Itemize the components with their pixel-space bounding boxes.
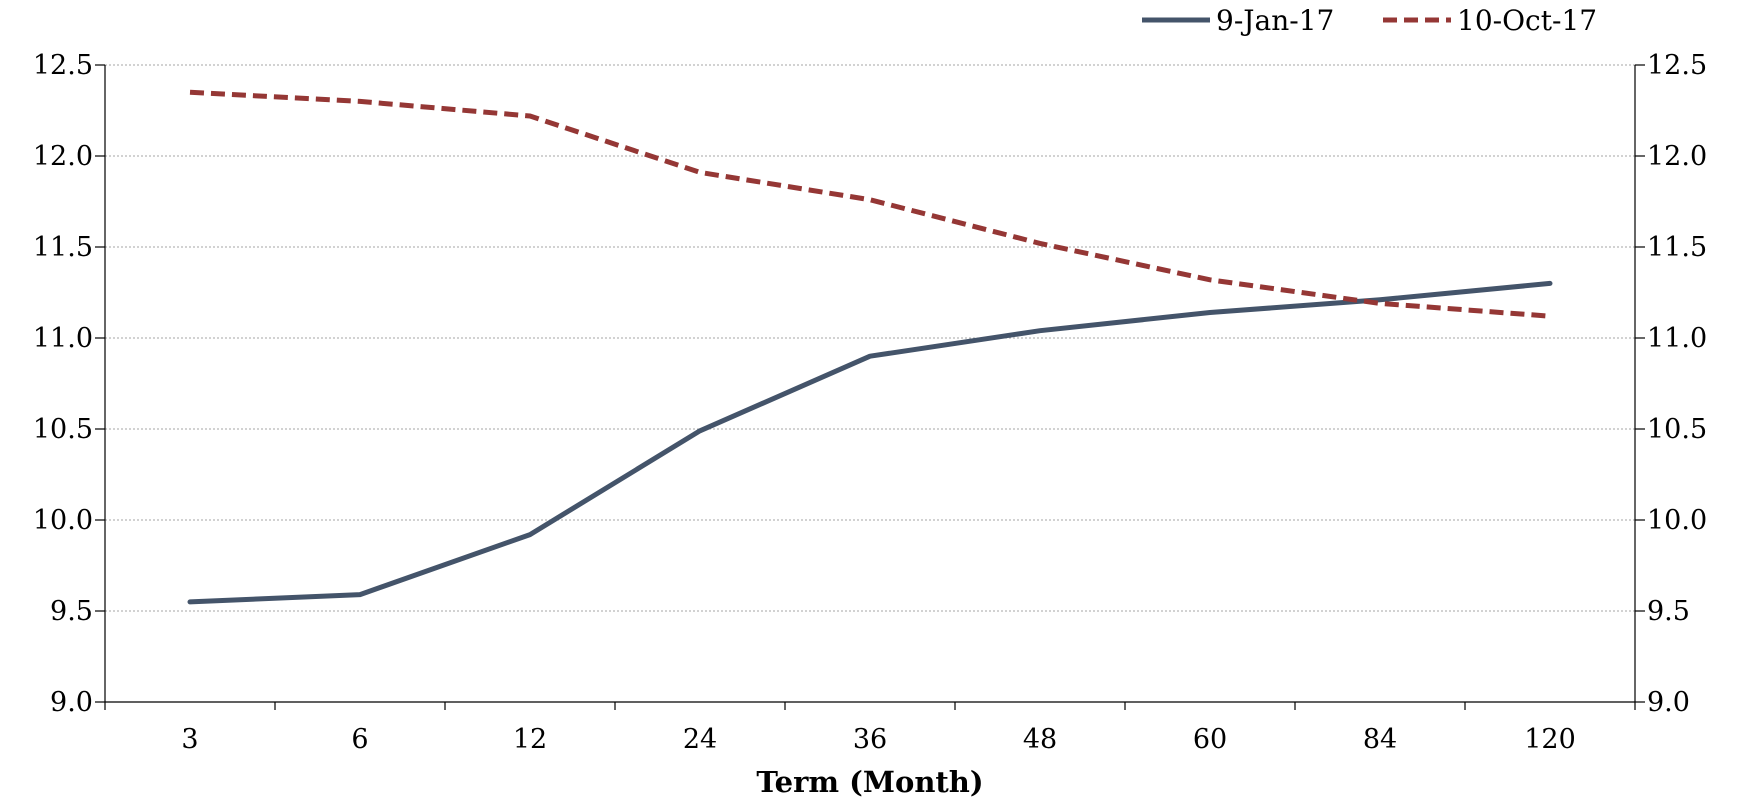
x-tick-label: 3 xyxy=(181,724,198,755)
y-tick-label-left: 10.0 xyxy=(33,505,93,536)
x-tick-label: 24 xyxy=(683,724,717,755)
y-tick-label-right: 9.0 xyxy=(1647,687,1690,718)
axes xyxy=(104,65,1636,703)
y-tick-label-left: 12.5 xyxy=(33,50,93,81)
y-tick-label-right: 11.0 xyxy=(1647,323,1707,354)
legend-label-2: 10-Oct-17 xyxy=(1457,4,1597,37)
y-tick-label-left: 10.5 xyxy=(33,414,93,445)
x-tick-label: 6 xyxy=(351,724,368,755)
y-tick-label-right: 11.5 xyxy=(1647,232,1707,263)
y-tick-label-right: 12.0 xyxy=(1647,141,1707,172)
y-tick-label-left: 12.0 xyxy=(33,141,93,172)
y-tick-label-left: 11.0 xyxy=(33,323,93,354)
y-tick-label-right: 10.0 xyxy=(1647,505,1707,536)
y-axis-right-ticks: 9.0 9.5 10.0 10.5 11.0 11.5 12.0 12.5 xyxy=(1635,50,1707,718)
x-tick-label: 60 xyxy=(1193,724,1227,755)
x-tick-label: 48 xyxy=(1023,724,1057,755)
series-line-1 xyxy=(187,280,1553,605)
y-tick-label-right: 12.5 xyxy=(1647,50,1707,81)
x-axis-ticks: 3 6 12 24 36 48 60 84 120 xyxy=(104,702,1636,755)
x-tick-label: 36 xyxy=(853,724,887,755)
legend: 9-Jan-17 10-Oct-17 xyxy=(1142,4,1597,37)
series-line-2 xyxy=(189,89,1551,319)
x-axis-title: Term (Month) xyxy=(756,765,983,799)
y-axis-left-ticks: 9.0 9.5 10.0 10.5 11.0 11.5 12.0 12.5 xyxy=(33,50,105,718)
y-tick-label-left: 11.5 xyxy=(33,232,93,263)
series-lines xyxy=(187,89,1553,605)
gridlines xyxy=(105,64,1635,612)
x-tick-label: 12 xyxy=(513,724,547,755)
y-tick-label-right: 10.5 xyxy=(1647,414,1707,445)
y-tick-label-left: 9.0 xyxy=(50,687,93,718)
x-tick-label: 84 xyxy=(1363,724,1397,755)
legend-label-1: 9-Jan-17 xyxy=(1216,4,1334,37)
y-tick-label-right: 9.5 xyxy=(1647,596,1690,627)
y-tick-label-left: 9.5 xyxy=(50,596,93,627)
x-tick-label: 120 xyxy=(1524,724,1576,755)
